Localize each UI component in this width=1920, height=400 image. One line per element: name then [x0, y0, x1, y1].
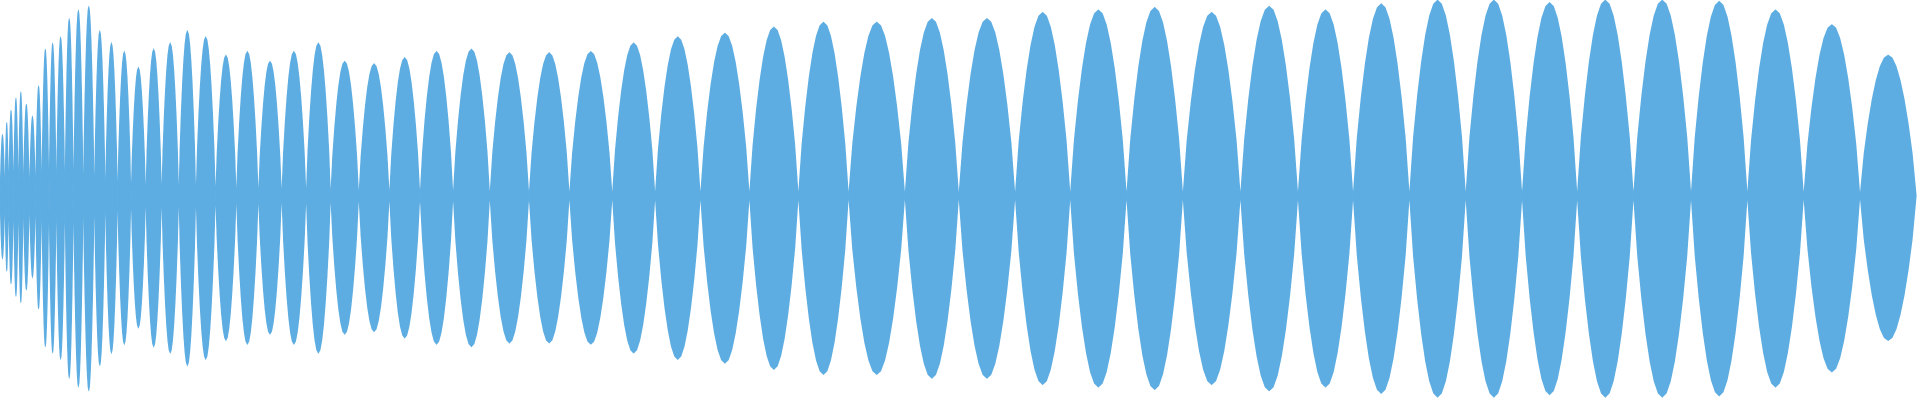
page: (() => { JSON.parse(document.getElementB… [0, 0, 1917, 398]
waveform-shape [0, 0, 1917, 398]
waveform [0, 0, 1917, 398]
